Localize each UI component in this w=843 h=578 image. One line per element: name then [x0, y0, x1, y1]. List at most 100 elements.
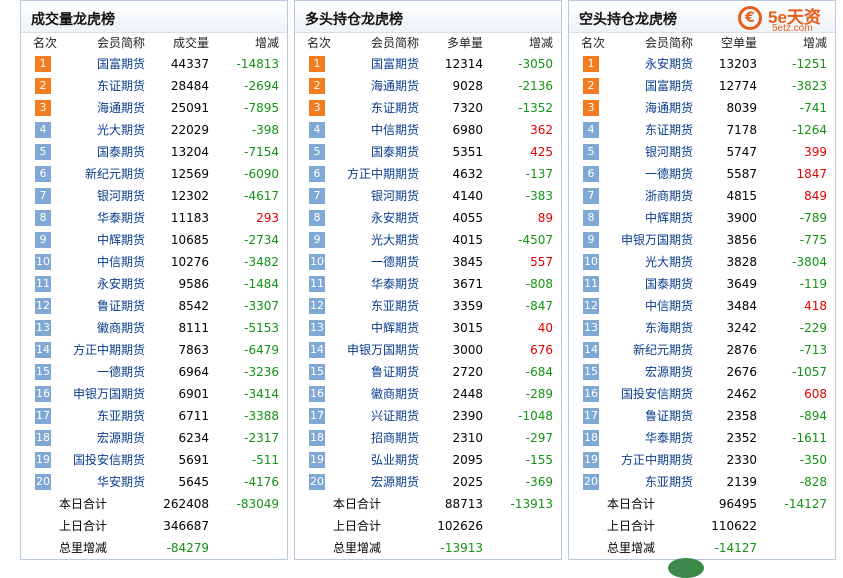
- member-name-link[interactable]: 徽商期货: [370, 387, 419, 401]
- member-name-link[interactable]: 国富期货: [370, 57, 419, 71]
- member-name-link[interactable]: 永安期货: [370, 211, 419, 225]
- member-name-link[interactable]: 东证期货: [96, 79, 145, 93]
- table-row[interactable]: 10 中信期货 10276 -3482: [21, 251, 287, 273]
- member-name-link[interactable]: 鲁证期货: [96, 299, 145, 313]
- table-row[interactable]: 19 弘业期货 2095 -155: [295, 449, 561, 471]
- table-row[interactable]: 18 招商期货 2310 -297: [295, 427, 561, 449]
- member-name-link[interactable]: 一德期货: [370, 255, 419, 269]
- member-name-link[interactable]: 永安期货: [644, 57, 693, 71]
- member-name-link[interactable]: 东海期货: [644, 321, 693, 335]
- table-row[interactable]: 19 国投安信期货 5691 -511: [21, 449, 287, 471]
- member-name-link[interactable]: 国富期货: [96, 57, 145, 71]
- table-row[interactable]: 16 国投安信期货 2462 608: [569, 383, 835, 405]
- table-row[interactable]: 15 宏源期货 2676 -1057: [569, 361, 835, 383]
- table-row[interactable]: 13 中辉期货 3015 40: [295, 317, 561, 339]
- member-name-link[interactable]: 银河期货: [644, 145, 693, 159]
- table-row[interactable]: 1 国富期货 12314 -3050: [295, 53, 561, 75]
- member-name-link[interactable]: 永安期货: [96, 277, 145, 291]
- member-name-link[interactable]: 招商期货: [370, 431, 419, 445]
- member-name-link[interactable]: 申银万国期货: [620, 233, 693, 247]
- member-name-link[interactable]: 鲁证期货: [644, 409, 693, 423]
- member-name-link[interactable]: 浙商期货: [644, 189, 693, 203]
- member-name-link[interactable]: 中信期货: [644, 299, 693, 313]
- member-name-link[interactable]: 新纪元期货: [632, 343, 693, 357]
- member-name-link[interactable]: 东亚期货: [370, 299, 419, 313]
- member-name-link[interactable]: 东证期货: [644, 123, 693, 137]
- table-row[interactable]: 20 宏源期货 2025 -369: [295, 471, 561, 493]
- table-row[interactable]: 18 宏源期货 6234 -2317: [21, 427, 287, 449]
- table-row[interactable]: 9 中辉期货 10685 -2734: [21, 229, 287, 251]
- table-row[interactable]: 20 东亚期货 2139 -828: [569, 471, 835, 493]
- member-name-link[interactable]: 中辉期货: [370, 321, 419, 335]
- table-row[interactable]: 7 银河期货 4140 -383: [295, 185, 561, 207]
- member-name-link[interactable]: 徽商期货: [96, 321, 145, 335]
- table-row[interactable]: 12 中信期货 3484 418: [569, 295, 835, 317]
- table-row[interactable]: 3 东证期货 7320 -1352: [295, 97, 561, 119]
- member-name-link[interactable]: 东亚期货: [96, 409, 145, 423]
- table-row[interactable]: 18 华泰期货 2352 -1611: [569, 427, 835, 449]
- table-row[interactable]: 5 国泰期货 5351 425: [295, 141, 561, 163]
- member-name-link[interactable]: 方正中期期货: [620, 453, 693, 467]
- table-row[interactable]: 1 永安期货 13203 -1251: [569, 53, 835, 75]
- member-name-link[interactable]: 华泰期货: [96, 211, 145, 225]
- table-row[interactable]: 6 方正中期期货 4632 -137: [295, 163, 561, 185]
- table-row[interactable]: 16 徽商期货 2448 -289: [295, 383, 561, 405]
- member-name-link[interactable]: 国投安信期货: [620, 387, 693, 401]
- member-name-link[interactable]: 东亚期货: [644, 475, 693, 489]
- member-name-link[interactable]: 弘业期货: [370, 453, 419, 467]
- table-row[interactable]: 1 国富期货 44337 -14813: [21, 53, 287, 75]
- member-name-link[interactable]: 中信期货: [96, 255, 145, 269]
- table-row[interactable]: 15 鲁证期货 2720 -684: [295, 361, 561, 383]
- member-name-link[interactable]: 国泰期货: [370, 145, 419, 159]
- member-name-link[interactable]: 宏源期货: [644, 365, 693, 379]
- member-name-link[interactable]: 国泰期货: [96, 145, 145, 159]
- table-row[interactable]: 14 方正中期期货 7863 -6479: [21, 339, 287, 361]
- member-name-link[interactable]: 方正中期期货: [346, 167, 419, 181]
- table-row[interactable]: 17 鲁证期货 2358 -894: [569, 405, 835, 427]
- member-name-link[interactable]: 申银万国期货: [346, 343, 419, 357]
- member-name-link[interactable]: 宏源期货: [370, 475, 419, 489]
- table-row[interactable]: 12 东亚期货 3359 -847: [295, 295, 561, 317]
- table-row[interactable]: 17 兴证期货 2390 -1048: [295, 405, 561, 427]
- table-row[interactable]: 20 华安期货 5645 -4176: [21, 471, 287, 493]
- site-logo[interactable]: € 5e天资 5etz.com: [732, 3, 840, 35]
- table-row[interactable]: 14 新纪元期货 2876 -713: [569, 339, 835, 361]
- table-row[interactable]: 2 海通期货 9028 -2136: [295, 75, 561, 97]
- member-name-link[interactable]: 新纪元期货: [84, 167, 145, 181]
- table-row[interactable]: 2 东证期货 28484 -2694: [21, 75, 287, 97]
- table-row[interactable]: 8 华泰期货 11183 293: [21, 207, 287, 229]
- table-row[interactable]: 15 一德期货 6964 -3236: [21, 361, 287, 383]
- member-name-link[interactable]: 国富期货: [644, 79, 693, 93]
- table-row[interactable]: 10 一德期货 3845 557: [295, 251, 561, 273]
- member-name-link[interactable]: 一德期货: [644, 167, 693, 181]
- table-row[interactable]: 6 一德期货 5587 1847: [569, 163, 835, 185]
- table-row[interactable]: 4 光大期货 22029 -398: [21, 119, 287, 141]
- table-row[interactable]: 11 华泰期货 3671 -808: [295, 273, 561, 295]
- member-name-link[interactable]: 银河期货: [96, 189, 145, 203]
- member-name-link[interactable]: 中辉期货: [644, 211, 693, 225]
- member-name-link[interactable]: 国投安信期货: [72, 453, 145, 467]
- table-row[interactable]: 3 海通期货 25091 -7895: [21, 97, 287, 119]
- member-name-link[interactable]: 宏源期货: [96, 431, 145, 445]
- member-name-link[interactable]: 光大期货: [96, 123, 145, 137]
- table-row[interactable]: 16 申银万国期货 6901 -3414: [21, 383, 287, 405]
- member-name-link[interactable]: 申银万国期货: [72, 387, 145, 401]
- table-row[interactable]: 9 光大期货 4015 -4507: [295, 229, 561, 251]
- member-name-link[interactable]: 兴证期货: [370, 409, 419, 423]
- table-row[interactable]: 7 浙商期货 4815 849: [569, 185, 835, 207]
- member-name-link[interactable]: 中辉期货: [96, 233, 145, 247]
- table-row[interactable]: 4 中信期货 6980 362: [295, 119, 561, 141]
- member-name-link[interactable]: 银河期货: [370, 189, 419, 203]
- member-name-link[interactable]: 方正中期期货: [72, 343, 145, 357]
- table-row[interactable]: 13 东海期货 3242 -229: [569, 317, 835, 339]
- table-row[interactable]: 17 东亚期货 6711 -3388: [21, 405, 287, 427]
- member-name-link[interactable]: 华安期货: [96, 475, 145, 489]
- member-name-link[interactable]: 一德期货: [96, 365, 145, 379]
- member-name-link[interactable]: 国泰期货: [644, 277, 693, 291]
- table-row[interactable]: 9 申银万国期货 3856 -775: [569, 229, 835, 251]
- table-row[interactable]: 3 海通期货 8039 -741: [569, 97, 835, 119]
- table-row[interactable]: 5 国泰期货 13204 -7154: [21, 141, 287, 163]
- member-name-link[interactable]: 东证期货: [370, 101, 419, 115]
- member-name-link[interactable]: 华泰期货: [370, 277, 419, 291]
- table-row[interactable]: 14 申银万国期货 3000 676: [295, 339, 561, 361]
